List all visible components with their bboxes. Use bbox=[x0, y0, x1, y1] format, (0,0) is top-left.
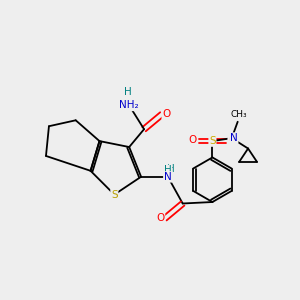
Text: O: O bbox=[228, 135, 236, 145]
Text: H: H bbox=[167, 164, 175, 174]
Text: N: N bbox=[164, 172, 172, 182]
Text: S: S bbox=[111, 190, 118, 200]
Text: H: H bbox=[124, 87, 132, 97]
Text: S: S bbox=[209, 136, 216, 146]
Text: N: N bbox=[164, 172, 172, 182]
Text: NH₂: NH₂ bbox=[119, 100, 139, 110]
Text: H: H bbox=[164, 165, 172, 175]
Text: CH₃: CH₃ bbox=[231, 110, 247, 119]
Text: N: N bbox=[230, 133, 238, 143]
Text: O: O bbox=[188, 135, 196, 145]
Text: O: O bbox=[156, 213, 164, 224]
Text: O: O bbox=[162, 109, 170, 119]
